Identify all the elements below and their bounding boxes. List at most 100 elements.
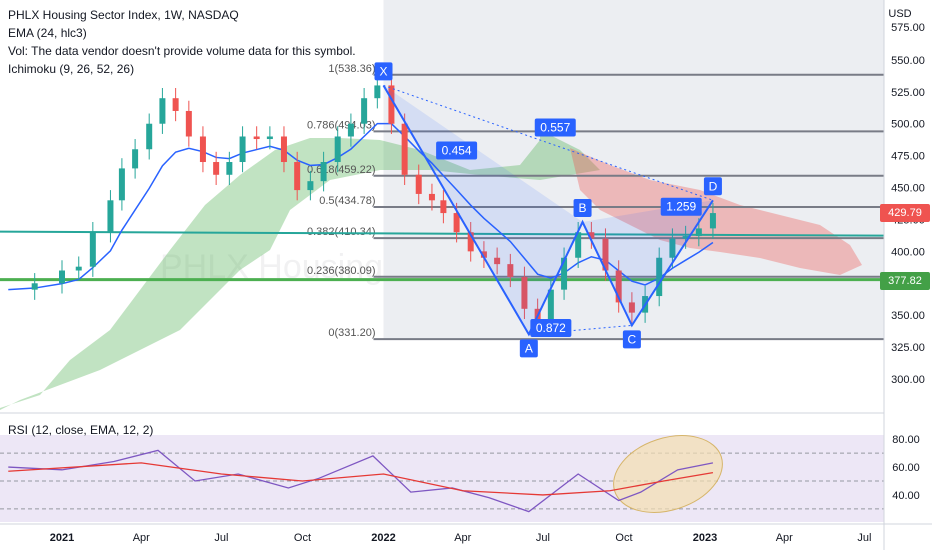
fib-level-label: 1(538.36) <box>328 63 375 75</box>
candle-body <box>89 232 96 267</box>
candle-body <box>415 174 422 194</box>
candle-body <box>75 266 82 271</box>
price-tick-label: 475.00 <box>891 151 925 163</box>
candle-body <box>388 85 395 124</box>
candle-body <box>615 270 622 303</box>
time-tick-label: Oct <box>615 532 632 544</box>
price-tick-label: 350.00 <box>891 310 925 322</box>
candle-body <box>709 213 716 229</box>
fib-level-label: 0.236(380.09) <box>307 265 376 277</box>
candle-body <box>266 136 273 140</box>
candle-body <box>656 257 663 297</box>
rsi-legend: RSI (12, close, EMA, 12, 2) <box>8 423 154 437</box>
pattern-point-label: D <box>709 179 718 193</box>
pattern-ratio-label-box <box>534 118 576 137</box>
price-tick-label: 550.00 <box>891 55 925 67</box>
ichimoku-cloud-bearish <box>570 148 862 275</box>
ema-legend: EMA (24, hlc3) <box>8 26 87 40</box>
ichimoku-legend: Ichimoku (9, 26, 52, 26) <box>8 62 135 76</box>
candle-body <box>199 136 206 163</box>
candle-body <box>146 123 153 150</box>
time-tick-label: Apr <box>133 532 150 544</box>
price-tick-label: 575.00 <box>891 22 925 34</box>
candle-body <box>159 98 166 124</box>
volume-legend: Vol: The data vendor doesn't provide vol… <box>8 44 356 58</box>
rsi-band <box>0 435 884 522</box>
time-tick-label: Jul <box>536 532 550 544</box>
ichimoku-cloud-bullish <box>0 130 600 410</box>
candle-body <box>669 238 676 258</box>
candle-body <box>682 236 689 239</box>
trend-line <box>0 230 885 237</box>
candle-body <box>253 136 260 140</box>
pattern-ac <box>528 324 632 335</box>
pattern-point-label-box <box>519 339 538 358</box>
pattern-ratio-label-box <box>530 318 572 337</box>
pattern-bcd <box>582 200 713 326</box>
time-tick-label: Oct <box>294 532 311 544</box>
pattern-ratio-label-box <box>660 197 702 216</box>
rsi-tick-label: 40.00 <box>892 490 920 502</box>
pattern-point-label-box <box>374 62 393 81</box>
pattern-point-label-box <box>622 330 641 349</box>
last-price-tag: 429.79 <box>880 204 930 222</box>
candle-body <box>440 200 447 214</box>
candle-body <box>628 302 635 313</box>
candle-body <box>588 232 595 239</box>
pattern-point-label: A <box>525 341 533 355</box>
pattern-point-label: C <box>628 332 637 346</box>
candle-body <box>521 276 528 309</box>
pattern-legs <box>382 84 714 337</box>
candle-body <box>59 270 65 284</box>
candle-body <box>467 232 474 252</box>
candle-body <box>172 98 179 111</box>
candle-body <box>294 162 301 191</box>
candle-body <box>428 193 435 201</box>
candle-body <box>107 200 114 233</box>
candle-body <box>480 251 487 258</box>
time-tick-label: Jul <box>214 532 228 544</box>
candle-body <box>575 232 582 258</box>
candle-body <box>507 264 514 277</box>
candle-body <box>401 123 408 175</box>
fib-level-label: 0.382(410.34) <box>307 226 376 238</box>
candle-body <box>374 85 381 99</box>
price-tick-label: 500.00 <box>891 119 925 131</box>
candle-body <box>320 162 327 182</box>
pattern-ratio-label: 1.259 <box>666 200 696 214</box>
support-price-tag: 377.82 <box>880 272 930 290</box>
candle-body <box>31 283 38 290</box>
candle-body <box>226 162 233 175</box>
time-tick-label: 2021 <box>50 532 74 544</box>
candle-body <box>185 110 192 137</box>
rsi-ma-line <box>8 462 714 496</box>
candle-body <box>547 289 554 322</box>
candle-body <box>118 168 125 201</box>
rsi-tick-label: 60.00 <box>892 462 920 474</box>
range-shading <box>383 0 884 340</box>
currency-label: USD <box>888 8 911 20</box>
candle-body <box>695 228 702 237</box>
pattern-point-label-box <box>573 199 592 218</box>
candle-body <box>494 257 501 265</box>
pattern-ratio-label: 0.454 <box>442 144 472 158</box>
rsi-tick-label: 80.00 <box>892 434 920 446</box>
candle-body <box>602 238 609 271</box>
time-tick-label: Apr <box>454 532 471 544</box>
pattern-xd <box>383 84 714 201</box>
fib-level-label: 0(331.20) <box>328 327 375 339</box>
candle-body <box>280 136 287 163</box>
rsi-line <box>8 449 714 513</box>
fib-level-label: 0.5(434.78) <box>319 195 375 207</box>
pattern-xab <box>383 85 583 335</box>
pattern-point-label-box <box>703 177 722 196</box>
candle-body <box>361 98 368 124</box>
candle-body <box>307 181 314 191</box>
candle-body <box>213 162 220 175</box>
pattern-point-label: B <box>579 201 587 215</box>
pattern-point-label: X <box>379 64 387 78</box>
time-tick-label: Apr <box>776 532 793 544</box>
price-tick-label: 525.00 <box>891 87 925 99</box>
candle-body <box>347 123 354 137</box>
